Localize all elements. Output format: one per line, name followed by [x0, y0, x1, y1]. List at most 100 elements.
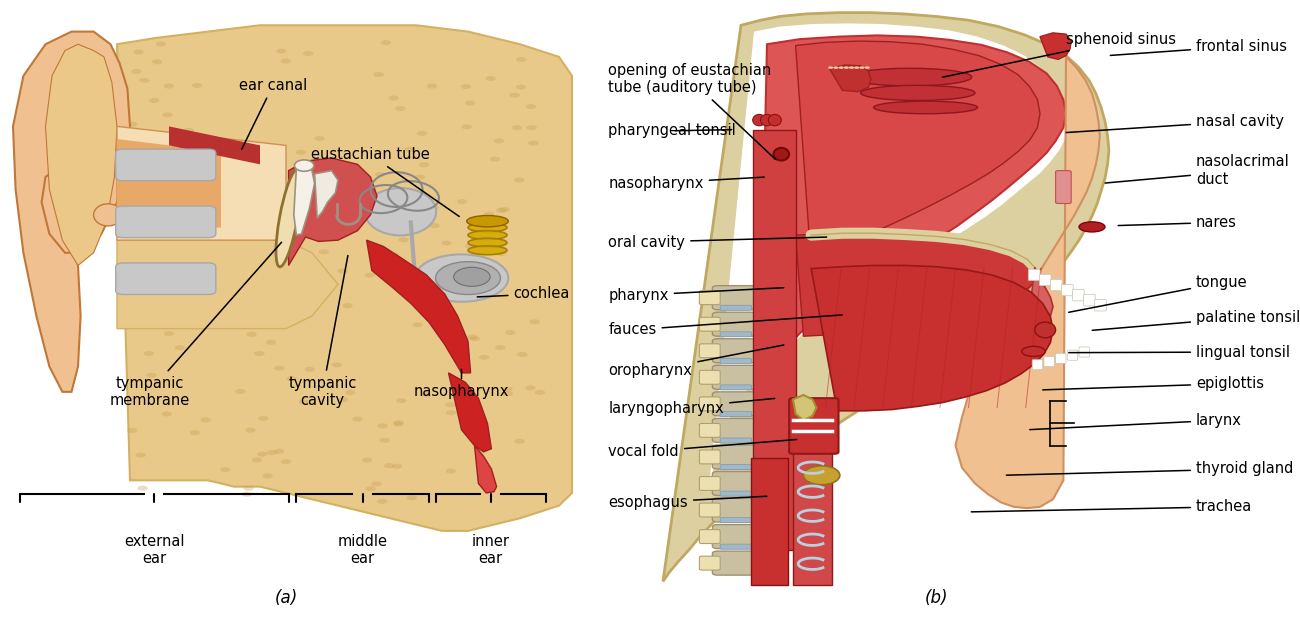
Circle shape — [127, 428, 138, 433]
Text: (b): (b) — [924, 589, 948, 607]
Circle shape — [455, 268, 465, 273]
FancyBboxPatch shape — [699, 450, 720, 464]
Circle shape — [150, 98, 160, 103]
Circle shape — [185, 274, 195, 279]
FancyBboxPatch shape — [699, 397, 720, 411]
Circle shape — [467, 334, 477, 339]
Circle shape — [365, 486, 376, 491]
Circle shape — [445, 402, 455, 407]
Ellipse shape — [848, 68, 972, 86]
FancyBboxPatch shape — [720, 438, 751, 443]
Polygon shape — [169, 126, 260, 164]
FancyBboxPatch shape — [720, 358, 751, 363]
Circle shape — [243, 486, 254, 491]
Polygon shape — [117, 240, 338, 329]
Circle shape — [407, 495, 417, 501]
Circle shape — [260, 154, 270, 159]
Circle shape — [224, 162, 234, 167]
Circle shape — [446, 410, 456, 415]
Circle shape — [135, 453, 146, 458]
Text: oropharynx: oropharynx — [608, 345, 784, 379]
Circle shape — [503, 391, 514, 396]
Polygon shape — [289, 158, 377, 265]
Circle shape — [421, 392, 432, 397]
FancyBboxPatch shape — [1095, 300, 1106, 311]
Circle shape — [478, 355, 489, 360]
Circle shape — [485, 76, 495, 81]
Circle shape — [303, 51, 313, 56]
Circle shape — [510, 93, 520, 98]
Polygon shape — [811, 265, 1053, 411]
Circle shape — [378, 268, 389, 273]
Circle shape — [233, 195, 243, 200]
Polygon shape — [117, 25, 572, 531]
Circle shape — [372, 482, 382, 487]
Polygon shape — [117, 139, 221, 228]
Circle shape — [242, 249, 252, 254]
Circle shape — [138, 205, 148, 210]
Circle shape — [490, 157, 501, 162]
Circle shape — [515, 178, 525, 183]
Ellipse shape — [276, 169, 302, 267]
Text: middle
ear: middle ear — [338, 534, 387, 566]
Polygon shape — [13, 32, 130, 392]
Circle shape — [338, 397, 348, 402]
Circle shape — [499, 207, 510, 212]
Ellipse shape — [454, 267, 490, 286]
FancyBboxPatch shape — [1032, 360, 1043, 370]
FancyBboxPatch shape — [789, 398, 839, 454]
Ellipse shape — [874, 101, 978, 114]
FancyBboxPatch shape — [1056, 171, 1071, 204]
Polygon shape — [1040, 33, 1071, 59]
Circle shape — [220, 303, 230, 308]
Ellipse shape — [468, 231, 507, 240]
Circle shape — [494, 138, 504, 143]
Polygon shape — [1027, 267, 1053, 332]
Circle shape — [525, 386, 536, 391]
Text: eustachian tube: eustachian tube — [311, 147, 459, 216]
FancyBboxPatch shape — [720, 411, 751, 416]
Circle shape — [146, 373, 156, 378]
Circle shape — [178, 259, 188, 264]
Text: tympanic
membrane: tympanic membrane — [109, 242, 282, 408]
Circle shape — [361, 458, 372, 463]
FancyBboxPatch shape — [712, 445, 757, 469]
Circle shape — [304, 367, 315, 372]
Circle shape — [257, 452, 268, 457]
FancyBboxPatch shape — [753, 130, 796, 550]
Circle shape — [315, 136, 325, 141]
Circle shape — [354, 179, 364, 185]
Circle shape — [389, 95, 399, 100]
FancyBboxPatch shape — [116, 263, 216, 295]
FancyBboxPatch shape — [1072, 289, 1084, 301]
Circle shape — [456, 199, 467, 204]
Circle shape — [332, 362, 342, 367]
FancyBboxPatch shape — [699, 423, 720, 437]
Text: cochlea: cochlea — [477, 286, 569, 301]
FancyBboxPatch shape — [699, 344, 720, 358]
Polygon shape — [294, 164, 315, 235]
Circle shape — [274, 366, 285, 371]
FancyBboxPatch shape — [699, 317, 720, 331]
Circle shape — [341, 174, 351, 179]
FancyBboxPatch shape — [720, 465, 751, 470]
Circle shape — [281, 58, 291, 63]
Text: nasal cavity: nasal cavity — [1066, 114, 1284, 133]
Text: vocal fold: vocal fold — [608, 439, 797, 459]
Circle shape — [404, 147, 415, 152]
Circle shape — [412, 322, 423, 327]
Ellipse shape — [1035, 322, 1056, 337]
Circle shape — [338, 269, 348, 274]
Circle shape — [255, 260, 265, 265]
Circle shape — [515, 439, 525, 444]
FancyBboxPatch shape — [712, 525, 757, 549]
FancyBboxPatch shape — [712, 312, 757, 336]
FancyBboxPatch shape — [712, 551, 757, 575]
Circle shape — [247, 323, 257, 328]
Text: thyroid gland: thyroid gland — [1006, 461, 1294, 477]
Polygon shape — [367, 240, 471, 373]
Circle shape — [183, 260, 194, 265]
FancyBboxPatch shape — [1061, 284, 1074, 296]
Circle shape — [263, 473, 273, 478]
Circle shape — [174, 345, 185, 350]
